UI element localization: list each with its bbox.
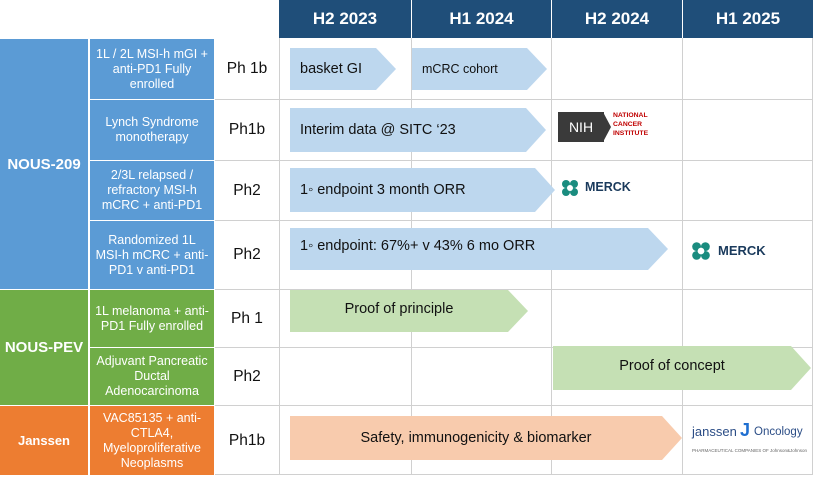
nih-logo-line-1: NATIONAL (613, 112, 648, 119)
program-janssen: Janssen (0, 406, 88, 475)
phase-row-5: Ph 1 (231, 309, 263, 327)
timeline-arrow-3-month-orr: 1◦ endpoint 3 month ORR (290, 168, 555, 212)
arrow-label: Interim data @ SITC ‘23 (300, 122, 456, 138)
nih-logo-line-2: CANCER (613, 121, 643, 128)
nih-chevron-icon (603, 112, 611, 142)
janssen-swoosh-icon: J (740, 420, 751, 440)
arrow-label: Proof of principle (344, 301, 454, 317)
phase-row-1: Ph 1b (226, 60, 268, 77)
timeline-arrow-proof-of-concept: Proof of concept (553, 346, 811, 390)
indication-row-4: Randomized 1L MSI-h mCRC + anti-PD1 v an… (90, 221, 214, 289)
indication-row-1: 1L / 2L MSI-h mGI + anti-PD1 Fully enrol… (90, 39, 214, 99)
merck-mark-icon (692, 242, 710, 260)
grid-line (215, 99, 813, 100)
arrow-label: mCRC cohort (422, 62, 498, 76)
indication-row-2: Lynch Syndrome monotherapy (90, 100, 214, 160)
indication-row-5: 1L melanoma + anti-PD1 Fully enrolled (90, 290, 214, 347)
nih-logo-line-3: INSTITUTE (613, 130, 649, 137)
arrow-label: Proof of concept (619, 358, 725, 374)
phase-row-7: Ph1b (228, 431, 266, 449)
phase-row-6: Ph2 (233, 367, 261, 385)
phase-row-3: Ph2 (233, 181, 261, 199)
grid-line (215, 160, 813, 161)
arrow-label: basket GI (300, 61, 363, 77)
grid-line (812, 38, 813, 475)
grid-line (215, 347, 813, 348)
timeline-arrow-interim-data: Interim data @ SITC ‘23 (290, 108, 546, 152)
arrow-label: 1◦ endpoint 3 month ORR (300, 182, 466, 198)
nih-logo-long: NATIONAL CANCER INSTITUTE (613, 111, 658, 138)
indication-row-7: VAC85135 + anti-CTLA4, Myeloproliferativ… (90, 406, 214, 475)
indication-row-3: 2/3L relapsed / refractory MSI-h mCRC + … (90, 161, 214, 220)
grid-line (215, 220, 813, 221)
arrow-label: Safety, immunogenicity & biomarker (360, 430, 592, 446)
merck-wordmark: MERCK (718, 243, 766, 258)
timeline-arrow-proof-of-principle: Proof of principle (290, 290, 528, 332)
phase-row-4: Ph2 (233, 246, 261, 263)
nih-logo-short: NIH (568, 119, 594, 135)
merck-logo: MERCK (690, 238, 780, 264)
janssen-wordmark: janssen (692, 424, 737, 439)
nih-logo: NIH NATIONAL CANCER INSTITUTE (558, 111, 658, 143)
timeline-arrow-mcrc-cohort: mCRC cohort (412, 48, 547, 90)
janssen-tagline: PHARMACEUTICAL COMPANIES OF Johnson&John… (692, 448, 808, 453)
header-period-h2-2023: H2 2023 (279, 0, 411, 38)
program-nous-pev: NOUS-PEV (0, 290, 88, 405)
indication-row-6: Adjuvant Pancreatic Ductal Adenocarcinom… (90, 348, 214, 405)
janssen-logo: janssen J Oncology PHARMACEUTICAL COMPAN… (692, 418, 810, 458)
grid-line (279, 38, 280, 475)
arrow-label: 1◦ endpoint: 67%+ v 43% 6 mo ORR (300, 238, 536, 254)
header-period-h1-2025: H1 2025 (683, 0, 813, 38)
merck-logo: MERCK (560, 176, 640, 200)
nih-logo-mark: NIH (558, 112, 604, 142)
timeline-arrow-safety: Safety, immunogenicity & biomarker (290, 416, 682, 460)
grid-line (215, 289, 813, 290)
grid-line (215, 474, 813, 475)
timeline-arrow-6-mo-orr: 1◦ endpoint: 67%+ v 43% 6 mo ORR (290, 228, 668, 270)
grid-line (215, 405, 813, 406)
header-period-h2-2024: H2 2024 (552, 0, 682, 38)
timeline-arrow-basket-gi: basket GI (290, 48, 396, 90)
janssen-oncology: Oncology (754, 426, 803, 438)
header-period-h1-2024: H1 2024 (412, 0, 551, 38)
grid-line (682, 38, 683, 475)
merck-mark-icon (562, 180, 578, 196)
phase-row-2: Ph1b (228, 121, 266, 138)
program-nous-209: NOUS-209 (0, 39, 88, 289)
merck-wordmark: MERCK (585, 180, 631, 194)
